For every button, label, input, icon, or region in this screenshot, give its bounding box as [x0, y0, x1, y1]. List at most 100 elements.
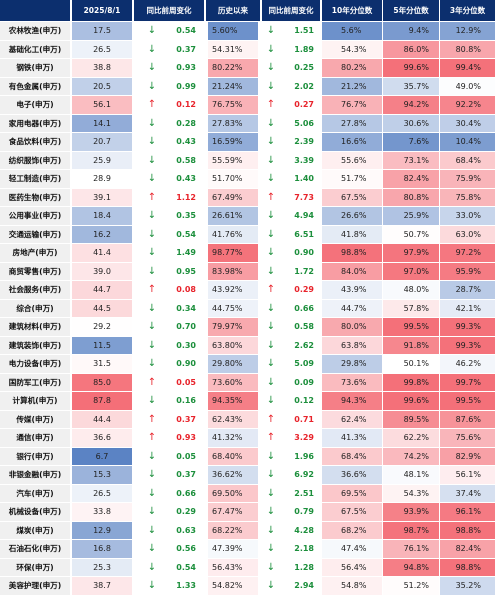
table-row: 交通运输(申万) 16.2 ↓ 0.54 41.76% ↓ 6.51 41.8% 50.7% 63… [0, 225, 495, 245]
arrow-down-icon: ↓ [266, 210, 276, 222]
percentile-3y: 92.2% [440, 96, 495, 114]
industry-name: 交通运输(申万) [0, 225, 70, 243]
percentile-10y: 80.0% [322, 318, 382, 336]
percentile-10y: 98.8% [322, 244, 382, 262]
weekly-change-1-value: 0.37 [176, 414, 196, 424]
historical-percentile: 54.31% [208, 40, 258, 58]
arrow-down-icon: ↓ [266, 265, 276, 277]
percentile-10y: 16.6% [322, 133, 382, 151]
arrow-down-icon: ↓ [147, 321, 157, 333]
arrow-down-icon: ↓ [266, 62, 276, 74]
industry-name: 房地产(申万) [0, 244, 70, 262]
table-row: 社会服务(申万) 44.7 ↑ 0.08 43.92% ↑ 0.29 43.9% 48.0% 28… [0, 281, 495, 300]
industry-name: 食品饮料(申万) [0, 133, 70, 151]
weekly-change-2-value: 1.51 [294, 26, 314, 36]
percentile-3y: 87.6% [440, 410, 495, 428]
weekly-change-1-value: 0.30 [176, 340, 196, 350]
arrow-down-icon: ↓ [147, 450, 157, 462]
weekly-change-2-value: 6.51 [294, 229, 314, 239]
current-value: 38.8 [72, 59, 132, 77]
arrow-down-icon: ↓ [147, 228, 157, 240]
percentile-3y: 30.4% [440, 114, 495, 132]
arrow-down-icon: ↓ [147, 173, 157, 185]
arrow-up-icon: ↑ [147, 191, 157, 203]
percentile-3y: 98.8% [440, 521, 495, 539]
arrow-down-icon: ↓ [266, 321, 276, 333]
percentile-3y: 12.9% [440, 22, 495, 40]
industry-name: 轻工制造(申万) [0, 170, 70, 188]
percentile-3y: 96.1% [440, 503, 495, 521]
percentile-5y: 35.7% [383, 77, 439, 95]
header-10y-percentile: 10年分位数 [322, 0, 382, 21]
percentile-3y: 98.8% [440, 558, 495, 576]
arrow-down-icon: ↓ [147, 506, 157, 518]
industry-name: 电子(申万) [0, 96, 70, 114]
percentile-5y: 91.8% [383, 336, 439, 354]
table-row: 环保(申万) 25.3 ↓ 0.54 56.43% ↓ 1.28 56.4% 94.8% 98.8… [0, 558, 495, 578]
arrow-down-icon: ↓ [147, 117, 157, 129]
percentile-5y: 94.2% [383, 96, 439, 114]
percentile-10y: 5.6% [322, 22, 382, 40]
percentile-10y: 29.8% [322, 355, 382, 373]
table-row: 食品饮料(申万) 20.7 ↓ 0.43 16.59% ↓ 2.39 16.6% 7.6% 10.… [0, 133, 495, 152]
historical-percentile: 44.75% [208, 299, 258, 317]
arrow-down-icon: ↓ [266, 450, 276, 462]
historical-percentile: 5.60% [208, 22, 258, 40]
percentile-5y: 25.9% [383, 207, 439, 225]
percentile-5y: 99.6% [383, 59, 439, 77]
header-weekly-change-1: 同比前周变化 [134, 0, 204, 21]
historical-percentile: 83.98% [208, 262, 258, 280]
weekly-change-2-value: 2.39 [294, 137, 314, 147]
header-3y-percentile: 3年分位数 [440, 0, 495, 21]
historical-percentile: 41.76% [208, 225, 258, 243]
current-value: 25.3 [72, 558, 132, 576]
percentile-5y: 94.8% [383, 558, 439, 576]
industry-name: 电力设备(申万) [0, 355, 70, 373]
weekly-change-2-value: 4.28 [294, 525, 314, 535]
industry-name: 纺织服饰(申万) [0, 151, 70, 169]
arrow-up-icon: ↑ [266, 413, 276, 425]
weekly-change-1-value: 0.63 [176, 525, 196, 535]
percentile-5y: 48.1% [383, 466, 439, 484]
arrow-down-icon: ↓ [266, 561, 276, 573]
percentile-3y: 75.8% [440, 188, 495, 206]
current-value: 15.3 [72, 466, 132, 484]
percentile-5y: 7.6% [383, 133, 439, 151]
percentile-5y: 62.2% [383, 429, 439, 447]
percentile-5y: 51.2% [383, 577, 439, 595]
percentile-3y: 10.4% [440, 133, 495, 151]
percentile-3y: 37.4% [440, 484, 495, 502]
industry-name: 机械设备(申万) [0, 503, 70, 521]
weekly-change-1-value: 0.34 [176, 303, 196, 313]
industry-name: 传媒(申万) [0, 410, 70, 428]
arrow-up-icon: ↑ [147, 99, 157, 111]
percentile-3y: 82.9% [440, 447, 495, 465]
percentile-10y: 36.6% [322, 466, 382, 484]
arrow-down-icon: ↓ [266, 487, 276, 499]
weekly-change-2-value: 7.73 [294, 192, 314, 202]
arrow-up-icon: ↑ [266, 432, 276, 444]
weekly-change-2-value: 0.71 [294, 414, 314, 424]
arrow-down-icon: ↓ [147, 136, 157, 148]
weekly-change-2-value: 3.39 [294, 155, 314, 165]
current-value: 25.9 [72, 151, 132, 169]
arrow-down-icon: ↓ [266, 339, 276, 351]
industry-name: 基础化工(申万) [0, 40, 70, 58]
arrow-down-icon: ↓ [266, 524, 276, 536]
table-row: 农林牧渔(申万) 17.5 ↓ 0.54 5.60% ↓ 1.51 5.6% 9.4% 12.9% [0, 22, 495, 41]
historical-percentile: 67.49% [208, 188, 258, 206]
table-row: 商贸零售(申万) 39.0 ↓ 0.95 83.98% ↓ 1.72 84.0% 97.0% 95… [0, 262, 495, 282]
current-value: 20.7 [72, 133, 132, 151]
arrow-down-icon: ↓ [266, 302, 276, 314]
arrow-down-icon: ↓ [147, 154, 157, 166]
historical-percentile: 68.40% [208, 447, 258, 465]
current-value: 17.5 [72, 22, 132, 40]
percentile-10y: 26.6% [322, 207, 382, 225]
percentile-10y: 94.3% [322, 392, 382, 410]
arrow-down-icon: ↓ [266, 376, 276, 388]
percentile-5y: 76.1% [383, 540, 439, 558]
current-value: 16.2 [72, 225, 132, 243]
weekly-change-1-value: 0.70 [176, 322, 196, 332]
current-value: 36.6 [72, 429, 132, 447]
